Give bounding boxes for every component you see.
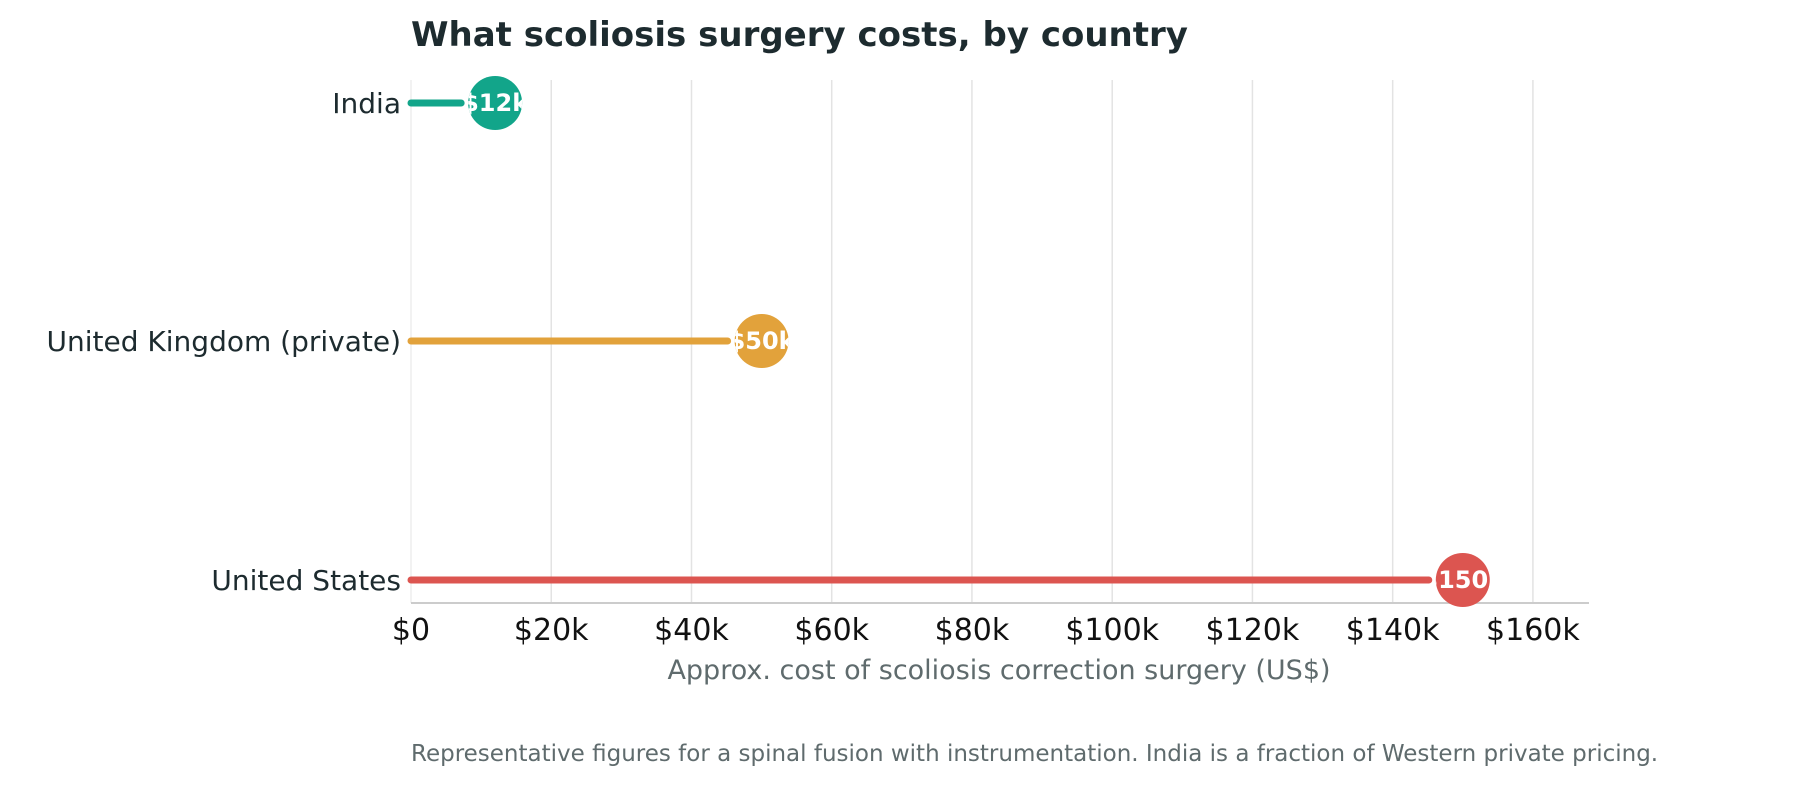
x-tick-label: $0 [392,613,430,648]
x-tick-label: $20k [514,613,589,648]
category-labels: India United Kingdom (private) United Stat… [47,87,401,597]
lollipop-dot [734,314,789,368]
footnote: Representative figures for a spinal fusi… [411,741,1658,767]
lollipop-dot [468,76,523,130]
x-tick-label: $100k [1065,613,1159,648]
data-label: $12k [462,89,529,117]
data-label: $50k [729,327,796,355]
x-tick-labels: $0 $20k $40k $60k $80k $100k $120k $140k $160k [392,613,1580,648]
lollipop-dot [1435,553,1490,607]
x-tick-label: $140k [1346,613,1440,648]
category-label: United Kingdom (private) [47,325,401,358]
x-axis-label: Approx. cost of scoliosis correction sur… [667,655,1330,686]
x-tick-label: $160k [1486,613,1580,648]
x-tick-label: $80k [935,613,1010,648]
x-tick-label: $60k [794,613,869,648]
chart-title: What scoliosis surgery costs, by country [411,15,1188,55]
category-label: India [332,87,401,120]
x-tick-label: $40k [654,613,729,648]
chart-marks: $12k $50k $150k [407,76,1505,607]
gridlines [550,80,1534,603]
x-tick-label: $120k [1206,613,1300,648]
data-label: $150k [1421,566,1505,594]
category-label: United States [211,564,401,597]
